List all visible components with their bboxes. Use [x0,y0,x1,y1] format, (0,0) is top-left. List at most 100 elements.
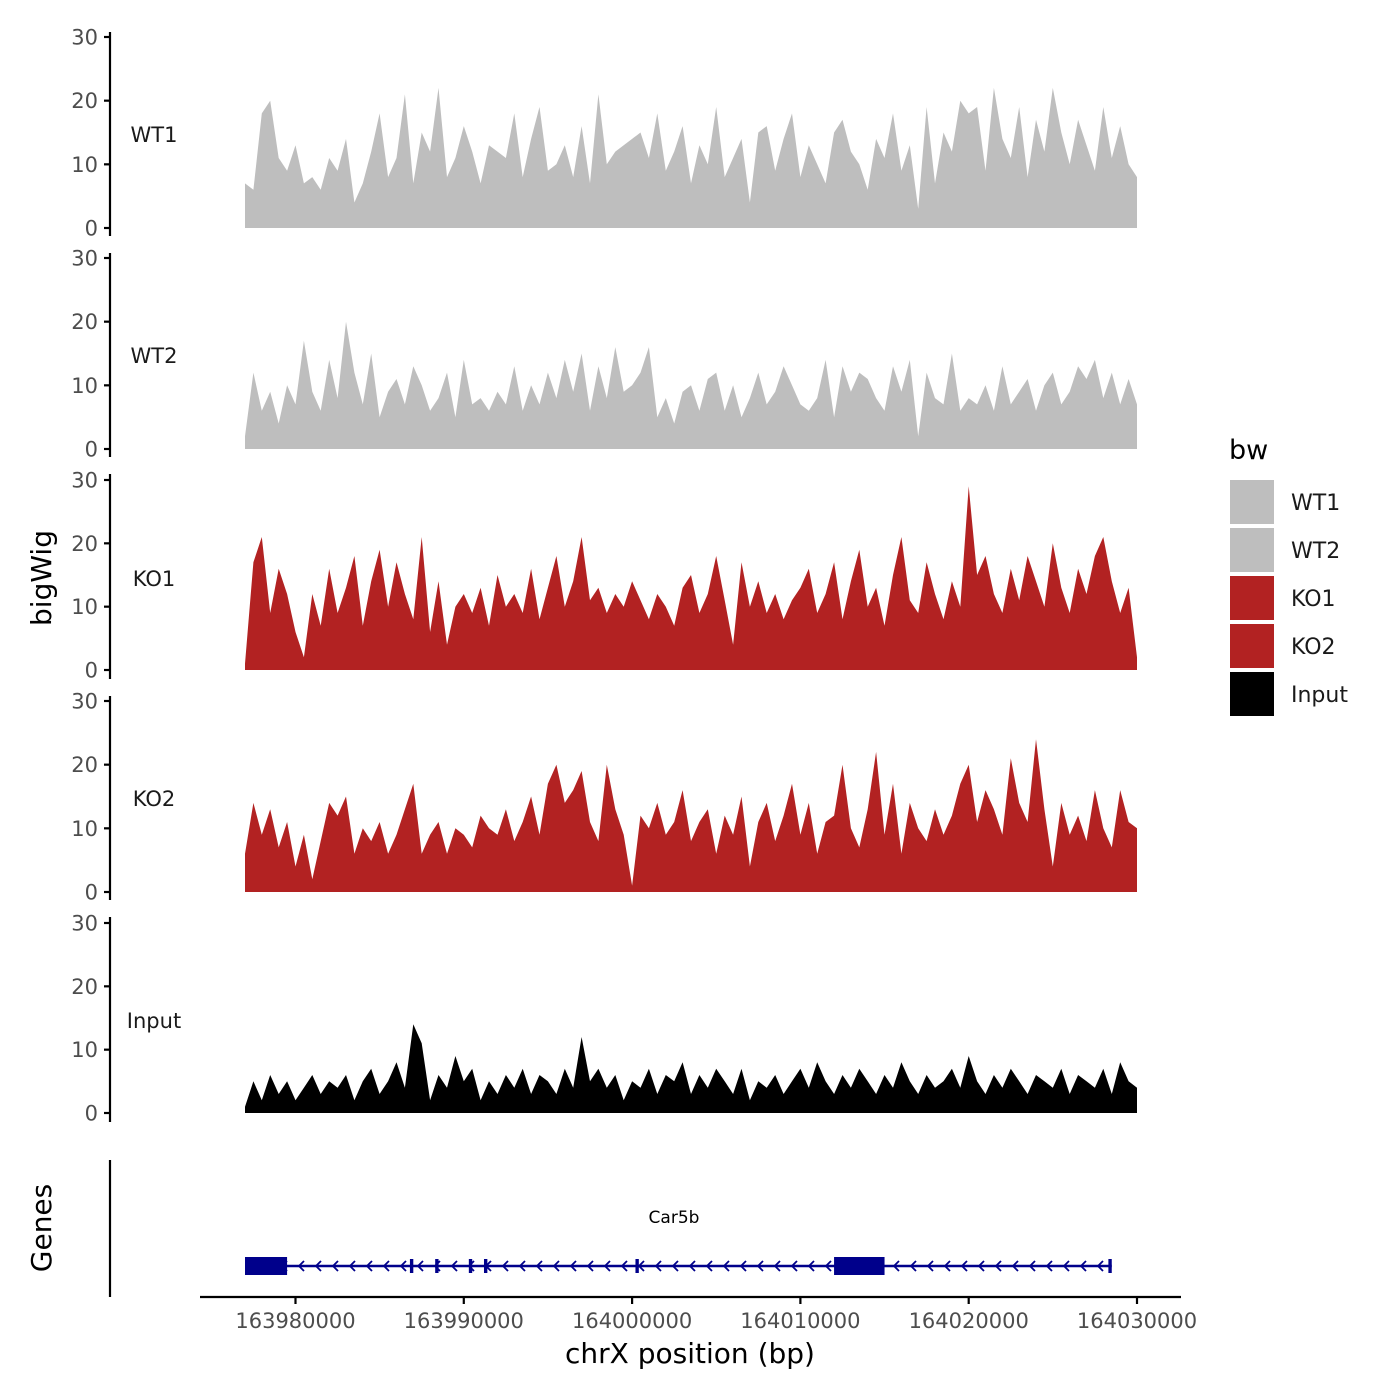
x-tick-label: 164020000 [909,1309,1029,1333]
x-axis-title: chrX position (bp) [565,1337,815,1370]
x-tick-label: 164030000 [1077,1309,1197,1333]
track-label-ko2: KO2 [133,787,176,811]
y-tick-label: 0 [85,438,98,462]
legend-label-ko2: KO2 [1291,635,1336,660]
y-ticks: 0 10 20 30 [71,26,110,241]
strand-arrow [705,1260,713,1272]
strand-arrow [382,1260,390,1272]
strand-arrow [892,1260,900,1272]
signal-area-ko1 [245,486,1137,670]
strand-arrow [314,1260,322,1272]
gene-model [245,1257,1112,1275]
gene-exon [1108,1259,1112,1273]
strand-arrow [943,1260,951,1272]
signal-area-wt2 [245,321,1137,449]
y-tick-label: 20 [71,89,98,113]
track-panel-ko1: 0 10 20 30 KO1 [71,469,1137,683]
strand-arrow [620,1260,628,1272]
legend-title: bw [1229,435,1268,466]
legend-label-ko1: KO1 [1291,587,1336,612]
y-ticks: 0 10 20 30 [71,912,110,1126]
strand-arrow [586,1260,594,1272]
y-ticks: 0 10 20 30 [71,690,110,905]
y-tick-label: 30 [71,690,98,714]
strand-arrow [909,1260,917,1272]
strand-arrow [603,1260,611,1272]
gene-exon [468,1259,473,1273]
y-tick-label: 0 [85,881,98,905]
strand-arrow [926,1260,934,1272]
strand-arrow [688,1260,696,1272]
strand-arrow [1096,1260,1104,1272]
strand-arrow [722,1260,730,1272]
gene-exon [409,1259,414,1273]
track-panel-input: 0 10 20 30 Input [71,912,1137,1126]
strand-arrow [348,1260,356,1272]
strand-arrow [1028,1260,1036,1272]
legend-key-wt2 [1230,528,1274,572]
strand-arrow [416,1260,424,1272]
strand-arrow [1062,1260,1070,1272]
legend-key-input [1230,672,1274,716]
y-tick-label: 30 [71,469,98,493]
track-label-wt2: WT2 [131,344,178,368]
gene-exon [435,1259,439,1273]
gene-label: Car5b [649,1208,700,1228]
legend-label-wt2: WT2 [1291,539,1340,564]
strand-arrow [960,1260,968,1272]
y-tick-label: 20 [71,753,98,777]
y-tick-label: 10 [71,153,98,177]
strand-arrow [739,1260,747,1272]
strand-arrow [297,1260,305,1272]
strand-arrow [1011,1260,1019,1272]
y-tick-label: 10 [71,374,98,398]
strand-arrow [637,1260,645,1272]
strand-arrow [977,1260,985,1272]
x-tick-label: 164010000 [740,1309,860,1333]
legend-key-ko1 [1230,576,1274,620]
gene-exon [483,1259,488,1273]
gene-exon [834,1257,885,1275]
y-tick-label: 10 [71,817,98,841]
strand-arrow [756,1260,764,1272]
legend-items: WT1 WT2 KO1 KO2 Input [1230,480,1348,716]
legend-label-wt1: WT1 [1291,491,1340,516]
y-tick-label: 20 [71,310,98,334]
x-ticks: 163980000 163990000 164000000 164010000 1640… [235,1297,1197,1333]
gene-track-title: Genes [25,1184,58,1272]
strand-arrow [1079,1260,1087,1272]
gene-exon [635,1259,639,1273]
y-tick-label: 30 [71,26,98,50]
y-tick-label: 0 [85,217,98,241]
legend: bw WT1 WT2 KO1 KO2 Input [1229,435,1348,716]
y-tick-label: 30 [71,912,98,936]
strand-arrow [1045,1260,1053,1272]
strand-arrow [654,1260,662,1272]
y-tick-label: 30 [71,247,98,271]
strand-arrow [790,1260,798,1272]
strand-arrow [331,1260,339,1272]
strand-arrow [671,1260,679,1272]
y-tick-label: 10 [71,595,98,619]
strand-arrow [807,1260,815,1272]
track-panel-wt1: 0 10 20 30 WT1 [71,26,1137,241]
strand-arrow [501,1260,509,1272]
strand-arrow [365,1260,373,1272]
strand-arrow [994,1260,1002,1272]
y-tick-label: 0 [85,659,98,683]
strand-arrow [518,1260,526,1272]
strand-arrow [552,1260,560,1272]
strand-arrow [569,1260,577,1272]
legend-key-ko2 [1230,624,1274,668]
gene-track-panel: Genes Car5b [25,1160,1112,1297]
track-label-input: Input [127,1009,181,1033]
track-panel-ko2: 0 10 20 30 KO2 [71,690,1137,905]
signal-area-input [245,1024,1137,1113]
signal-area-ko2 [245,739,1137,892]
legend-label-input: Input [1291,683,1348,708]
signal-area-wt1 [245,87,1137,229]
y-tick-label: 20 [71,532,98,556]
track-panel-wt2: 0 10 20 30 WT2 [71,247,1137,462]
y-tick-label: 0 [85,1102,98,1126]
